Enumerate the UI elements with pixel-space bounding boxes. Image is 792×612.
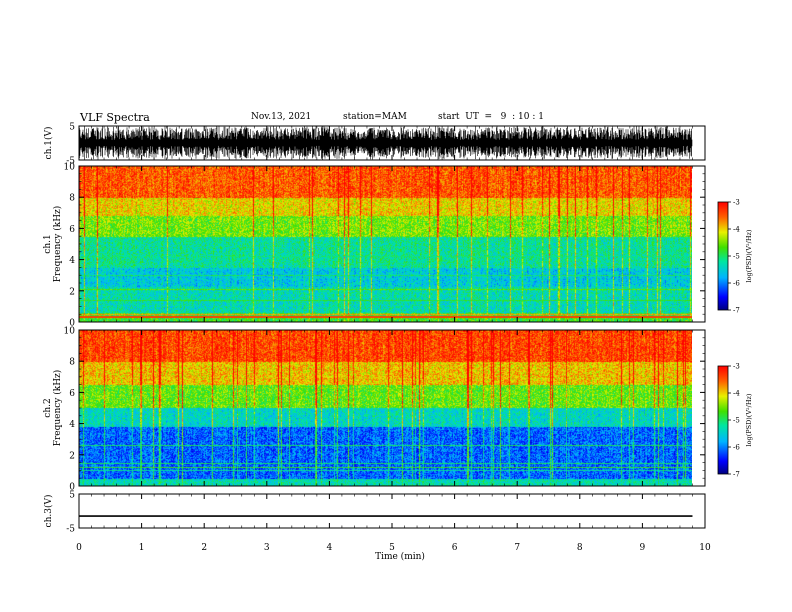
y-tick-label: 6 [69, 389, 75, 399]
ch1-spectrogram-colorbar [717, 201, 729, 311]
chart-title: VLF Spectra [80, 111, 150, 124]
x-tick-label: 3 [264, 543, 270, 553]
y-tick-label: 0 [69, 483, 75, 493]
colorbar-tick-label: -5 [733, 253, 740, 261]
x-tick-label: 10 [699, 543, 711, 553]
ch1-spectrogram-ylabel-frequency: Frequency (kHz) [52, 206, 63, 283]
ch2-spectrogram-colorbar [717, 365, 729, 475]
y-tick-label: 8 [69, 194, 75, 204]
colorbar-tick-label: -5 [733, 417, 740, 425]
y-tick-label: 5 [69, 491, 75, 501]
y-tick-label: 4 [69, 420, 75, 430]
x-tick-label: 1 [139, 543, 145, 553]
ch1-waveform-ylabel: ch.1(V) [43, 127, 54, 160]
ch1-spectrogram-raster [79, 166, 692, 322]
y-tick-label: 10 [64, 327, 76, 337]
x-tick-label: 2 [201, 543, 207, 553]
ch2-spectrogram-raster [79, 330, 692, 486]
y-tick-label: 2 [69, 451, 75, 461]
ch2-spectrogram-colorbar-label: log(PSD)(V²/Hz) [745, 393, 753, 446]
y-tick-label: 5 [69, 123, 75, 133]
ch3-waveform-frame [78, 493, 706, 529]
y-tick-label: -5 [66, 525, 75, 535]
colorbar-tick-label: -7 [733, 471, 740, 479]
ch1-spectrogram-colorbar-label: log(PSD)(V²/Hz) [745, 229, 753, 282]
colorbar-tick-label: -4 [733, 390, 740, 398]
x-tick-label: 5 [389, 543, 395, 553]
y-tick-label: 2 [69, 287, 75, 297]
x-tick-label: 8 [577, 543, 583, 553]
x-tick-label: 7 [514, 543, 520, 553]
y-tick-label: -5 [66, 157, 75, 167]
y-tick-label: 6 [69, 225, 75, 235]
colorbar-tick-label: -3 [733, 363, 740, 371]
ch1-spectrogram-ylabel: ch.1 [43, 234, 53, 253]
colorbar-tick-label: -6 [733, 280, 740, 288]
ch3-waveform-ylabel: ch.3(V) [43, 495, 54, 528]
y-tick-label: 0 [69, 319, 75, 329]
colorbar-tick-label: -6 [733, 444, 740, 452]
y-tick-label: 10 [64, 163, 76, 173]
colorbar-tick-label: -7 [733, 307, 740, 315]
x-tick-label: 9 [640, 543, 646, 553]
colorbar-tick-label: -3 [733, 199, 740, 207]
x-axis-label: Time (min) [375, 551, 425, 562]
y-tick-label: 4 [69, 256, 75, 266]
x-tick-label: 6 [452, 543, 458, 553]
date-label: Nov.13, 2021 [251, 112, 312, 122]
colorbar-tick-label: -4 [733, 226, 740, 234]
y-tick-label: 8 [69, 358, 75, 368]
x-tick-label: 4 [327, 543, 333, 553]
ch1-waveform-trace [78, 126, 693, 160]
ch2-spectrogram-ylabel: ch.2 [43, 398, 53, 417]
ch2-spectrogram-ylabel-frequency: Frequency (kHz) [52, 370, 63, 447]
station-label: station=MAM [343, 112, 407, 122]
start-time-label: start UT = 9 : 10 : 1 [438, 112, 544, 122]
x-tick-label: 0 [76, 543, 82, 553]
